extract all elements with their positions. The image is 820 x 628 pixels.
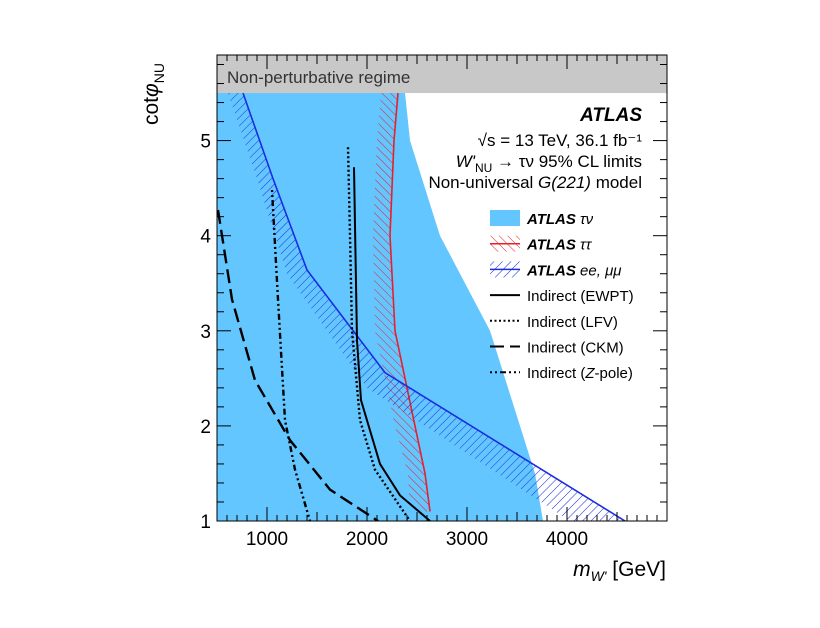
y-tick-label: 5 (200, 132, 211, 153)
y-tick-label: 1 (200, 512, 211, 533)
legend-label: Indirect (EWPT) (527, 288, 634, 305)
series-line-indirect-0 (353, 167, 431, 521)
series-hatch-1 (373, 93, 430, 512)
x-tick-label: 4000 (546, 529, 588, 550)
non-perturbative-band (217, 55, 667, 94)
series-line-2 (242, 92, 626, 521)
legend-label: Indirect (CKM) (527, 340, 624, 357)
x-tick-label: 2000 (346, 529, 388, 550)
x-tick-label: 1000 (246, 529, 288, 550)
y-axis-label: cotφNU (140, 63, 167, 125)
x-axis-label: mW' [GeV] (573, 558, 666, 584)
atlas-label: ATLAS (579, 105, 642, 126)
legend-swatch (490, 210, 520, 226)
legend-label: ATLAS τν (526, 211, 594, 228)
y-tick-label: 2 (200, 417, 211, 438)
process-label: W'NU → τν 95% CL limits (456, 152, 642, 175)
y-tick-label: 4 (200, 227, 211, 248)
plot-frame (216, 54, 668, 522)
legend-label: Indirect (Z-pole) (527, 365, 633, 382)
legend: ATLAS τν ATLAS ττ ATLAS ee, μμ Indirect (EW… (490, 210, 634, 382)
energy-lumi-label: √s = 13 TeV, 36.1 fb⁻¹ (478, 131, 643, 150)
legend-label: Indirect (LFV) (527, 314, 618, 331)
chart: Non-perturbative regime 1000 2000 3000 4000 1… (140, 54, 668, 584)
series-line-indirect-3 (270, 189, 312, 521)
x-tick-label: 3000 (446, 529, 488, 550)
legend-label: ATLAS ττ (526, 237, 593, 254)
series-line-indirect-1 (346, 147, 411, 521)
series-line-indirect-2 (217, 209, 379, 521)
y-tick-label: 3 (200, 322, 211, 343)
band-label: Non-perturbative regime (227, 68, 410, 87)
series-line-1 (389, 92, 431, 512)
chart-card: Non-perturbative regime 1000 2000 3000 4000 1… (126, 40, 694, 588)
legend-label: ATLAS ee, μμ (526, 262, 622, 279)
model-label: Non-universal G(221) model (428, 173, 642, 192)
